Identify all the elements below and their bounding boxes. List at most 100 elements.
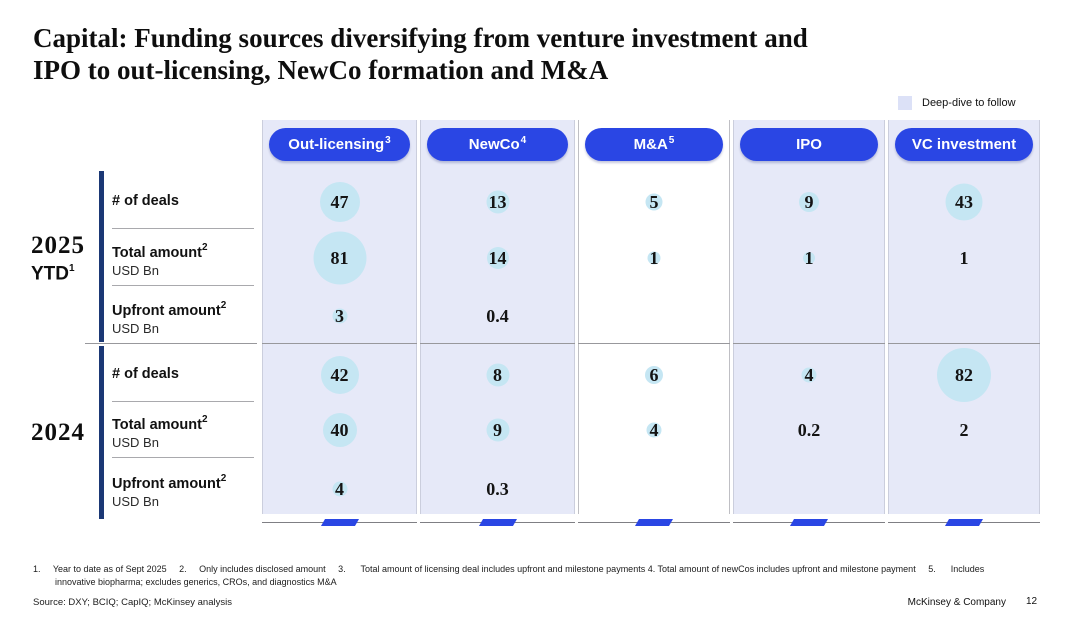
value-bubble xyxy=(799,192,819,212)
row-label-unit: USD Bn xyxy=(112,434,159,450)
value-bubble xyxy=(313,231,366,285)
value-label: 4 xyxy=(335,478,344,499)
value-label: 1 xyxy=(959,247,969,268)
value-label: 6 xyxy=(649,364,659,385)
value-label: 3 xyxy=(335,305,344,326)
label-text: Total amount xyxy=(112,416,202,433)
column-header-ipo: IPO xyxy=(740,128,878,161)
value-cell-m-a-row3: 6 xyxy=(578,347,730,403)
value-cell-m-a-row1: 1 xyxy=(578,230,730,286)
column-accent-dash-newco xyxy=(478,519,517,526)
year-text: 2025 xyxy=(31,232,85,259)
value-cell-newco-row3: 8 xyxy=(420,347,575,403)
value-cell-ipo-row1: 1 xyxy=(733,230,885,286)
column-year-divider-vc-investment xyxy=(888,343,1040,344)
footnote-line1: 1. Year to date as of Sept 2025 2. Only … xyxy=(33,564,985,574)
value-label: 0.4 xyxy=(486,305,509,326)
row-label-main: Upfront amount2 xyxy=(112,471,262,493)
slide-title-line2: IPO to out-licensing, NewCo formation an… xyxy=(33,55,609,85)
row-label-unit: USD Bn xyxy=(112,493,159,509)
column-panel-newco xyxy=(420,120,575,514)
row-separator-line-3 xyxy=(112,457,254,458)
row-label-total-amount-2025: Total amount2 USD Bn xyxy=(112,240,262,279)
row-label-unit: USD Bn xyxy=(112,320,159,336)
deep-dive-legend-label: Deep-dive to follow xyxy=(922,97,1016,109)
column-year-divider-m-a xyxy=(578,343,730,344)
footnote-ref: 2 xyxy=(220,300,227,311)
value-bubble xyxy=(486,247,509,269)
label-text: Upfront amount xyxy=(112,302,221,319)
value-bubble xyxy=(945,183,983,221)
year-accent-bar-2024 xyxy=(99,346,104,519)
value-cell-out-licensing-row1: 81 xyxy=(262,230,417,286)
label-text: NewCo xyxy=(468,136,520,153)
slide-title: Capital: Funding sources diversifying fr… xyxy=(33,22,1043,86)
value-cell-vc-investment-row4: 2 xyxy=(888,402,1040,458)
value-bubble xyxy=(646,422,662,438)
value-label: 0.3 xyxy=(486,478,509,499)
label-text: Upfront amount xyxy=(112,475,221,492)
value-cell-ipo-row3: 4 xyxy=(733,347,885,403)
value-cell-vc-investment-row0: 43 xyxy=(888,174,1040,230)
slide-title-line1: Capital: Funding sources diversifying fr… xyxy=(33,23,808,53)
year-label-2025: 2025 YTD1 xyxy=(31,233,97,285)
footnote-ref: 3 xyxy=(385,135,391,146)
value-label: 1 xyxy=(804,247,814,268)
value-label: 9 xyxy=(804,191,814,212)
row-separator-line-2 xyxy=(112,401,254,402)
column-year-divider-ipo xyxy=(733,343,885,344)
value-label: 81 xyxy=(330,247,349,268)
year-label-2024: 2024 xyxy=(31,420,97,445)
value-bubble xyxy=(322,413,357,447)
value-bubble xyxy=(332,481,347,497)
source-line: Source: DXY; BCIQ; CapIQ; McKinsey analy… xyxy=(33,597,232,608)
value-label: 47 xyxy=(330,191,349,212)
value-label: 8 xyxy=(493,364,502,385)
column-header-newco: NewCo 4 xyxy=(427,128,568,161)
row-separator-line-0 xyxy=(112,228,254,229)
value-bubble xyxy=(803,252,815,264)
value-bubble xyxy=(647,251,661,265)
label-text: Total amount xyxy=(112,244,202,261)
row-label-main: Total amount2 xyxy=(112,412,262,434)
column-accent-dash-vc-investment xyxy=(944,519,984,526)
row-label-upfront-amount-2025: Upfront amount2 USD Bn xyxy=(112,298,262,337)
label-text: # of deals xyxy=(112,193,179,209)
row-label-total-amount-2024: Total amount2 USD Bn xyxy=(112,412,262,451)
label-text: IPO xyxy=(796,136,822,153)
column-header-vc-investment: VC investment xyxy=(895,128,1033,161)
value-label: 2 xyxy=(959,419,969,440)
footnote-ref: 5 xyxy=(668,135,675,146)
row-label-upfront-amount-2024: Upfront amount2 USD Bn xyxy=(112,471,262,510)
label-text: M&A xyxy=(633,136,668,153)
page-number: 12 xyxy=(1026,596,1038,607)
value-label: 1 xyxy=(649,247,659,268)
value-cell-ipo-row0: 9 xyxy=(733,174,885,230)
year-text: 2024 xyxy=(31,419,85,446)
value-cell-newco-row4: 9 xyxy=(420,402,575,458)
row-label-main: # of deals xyxy=(112,193,262,210)
value-label: 43 xyxy=(955,191,973,212)
label-text: YTD xyxy=(31,263,69,285)
value-cell-newco-row1: 14 xyxy=(420,230,575,286)
footnote-ref: 1 xyxy=(69,263,75,274)
value-cell-out-licensing-row2: 3 xyxy=(262,288,417,344)
value-label: 40 xyxy=(330,419,349,440)
row-separator-line-1 xyxy=(112,285,254,286)
row-label-main: Total amount2 xyxy=(112,240,262,262)
value-label: 13 xyxy=(488,191,507,212)
value-label: 14 xyxy=(488,247,507,268)
value-label: 4 xyxy=(804,364,814,385)
row-label-unit: USD Bn xyxy=(112,262,159,278)
year-accent-bar-2025 xyxy=(99,171,104,342)
value-bubble xyxy=(332,308,347,324)
value-cell-newco-row2: 0.4 xyxy=(420,288,575,344)
value-bubble xyxy=(319,182,360,222)
value-label: 9 xyxy=(493,419,502,440)
value-cell-ipo-row4: 0.2 xyxy=(733,402,885,458)
value-label: 4 xyxy=(649,419,659,440)
brand-label: McKinsey & Company xyxy=(907,597,1006,608)
deep-dive-legend: Deep-dive to follow xyxy=(898,96,1016,110)
row-label-of-deals-2025: # of deals xyxy=(112,193,262,210)
value-cell-out-licensing-row5: 4 xyxy=(262,461,417,517)
